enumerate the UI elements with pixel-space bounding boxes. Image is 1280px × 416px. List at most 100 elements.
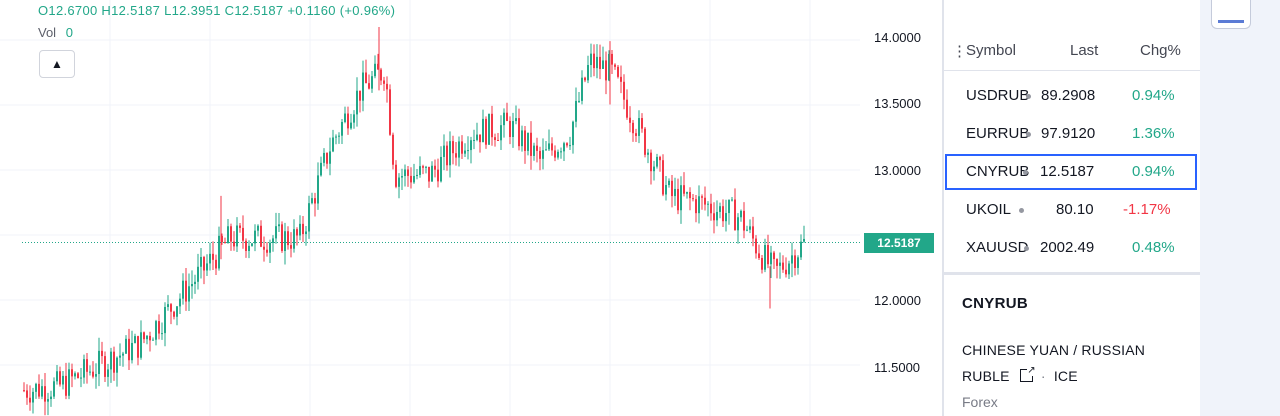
- candle-body: [152, 339, 154, 341]
- candle-body: [560, 151, 562, 153]
- candle-body: [734, 199, 736, 231]
- column-symbol[interactable]: Symbol: [966, 42, 1017, 59]
- current-price-tag: 12.5187: [864, 232, 934, 253]
- candle-body: [614, 64, 616, 67]
- ohlc-legend: O12.6700 H12.5187 L12.3951 C12.5187 +0.1…: [38, 3, 396, 18]
- candle-body: [80, 377, 82, 379]
- candle-body: [605, 60, 607, 81]
- candle-body: [29, 397, 31, 403]
- candle-body: [167, 304, 169, 307]
- candle-body: [221, 235, 223, 243]
- chevron-up-icon: ▲: [51, 57, 63, 71]
- candle-body: [194, 281, 196, 285]
- details-symbol: CNYRUB: [962, 295, 1028, 312]
- candle-body: [74, 373, 76, 377]
- candle-body: [392, 134, 394, 165]
- volume-legend: Vol 0: [38, 25, 73, 40]
- watchlist-panel: ⋮ Symbol Last Chg% USDRUB 89.2908 0.94% …: [944, 10, 1200, 275]
- watchlist-row-ukoil[interactable]: UKOIL 80.10 -1.17%: [944, 192, 1198, 228]
- candle-body: [407, 169, 409, 176]
- candle-body: [71, 369, 73, 377]
- candle-body: [800, 241, 802, 258]
- candle-body: [410, 175, 412, 183]
- candle-body: [26, 390, 28, 398]
- collapse-legend-button[interactable]: ▲: [39, 50, 75, 78]
- chart-pane[interactable]: O12.6700 H12.5187 L12.3951 C12.5187 +0.1…: [0, 0, 942, 416]
- candle-body: [380, 69, 382, 81]
- candle-body: [314, 198, 316, 204]
- watchlist-toggle-button[interactable]: [1211, 0, 1251, 29]
- candle-body: [368, 83, 370, 89]
- candle-body: [716, 211, 718, 221]
- watchlist-row-eurrub[interactable]: EURRUB 97.9120 1.36%: [944, 116, 1198, 152]
- candle-body: [116, 357, 118, 373]
- candle-body: [347, 113, 349, 129]
- candle-body: [134, 336, 136, 343]
- column-last[interactable]: Last: [1070, 42, 1099, 59]
- candle-body: [728, 199, 730, 214]
- status-dot-icon: [1024, 246, 1029, 251]
- candle-body: [332, 137, 334, 152]
- candle-body: [164, 306, 166, 334]
- external-link-icon[interactable]: ↗: [1019, 366, 1036, 382]
- candle-body: [377, 63, 379, 70]
- watchlist-row-cnyrub[interactable]: CNYRUB 12.5187 0.94%: [945, 154, 1197, 190]
- candle-body: [101, 350, 103, 357]
- candle-body: [125, 338, 127, 354]
- candle-body: [65, 375, 67, 396]
- candle-body: [644, 128, 646, 155]
- candle-body: [260, 225, 262, 247]
- candlestick-chart[interactable]: [0, 0, 942, 416]
- row-chg: 0.48%: [1132, 239, 1175, 256]
- row-symbol: UKOIL: [966, 201, 1012, 218]
- watchlist-row-xauusd[interactable]: XAUUSD 2002.49 0.48%: [944, 230, 1198, 266]
- candle-body: [632, 122, 634, 134]
- candle-body: [554, 150, 556, 158]
- drag-handle-icon[interactable]: ⋮: [952, 43, 967, 60]
- candle-body: [98, 350, 100, 375]
- candle-body: [224, 242, 226, 244]
- candle-body: [419, 166, 421, 175]
- candle-body: [242, 227, 244, 241]
- candle-body: [161, 333, 163, 335]
- candle-body: [758, 253, 760, 258]
- column-chg[interactable]: Chg%: [1140, 42, 1181, 59]
- pane-divider[interactable]: [942, 0, 944, 416]
- candle-body: [248, 245, 250, 251]
- candle-body: [59, 371, 61, 385]
- candle-body: [83, 359, 85, 378]
- candle-body: [269, 242, 271, 253]
- watchlist-header: ⋮ Symbol Last Chg%: [944, 42, 1200, 72]
- candle-body: [86, 359, 88, 372]
- candle-body: [599, 56, 601, 69]
- row-last: 80.10: [1056, 201, 1094, 218]
- candle-body: [533, 145, 535, 156]
- candle-body: [494, 137, 496, 140]
- candle-body: [272, 238, 274, 243]
- candle-body: [428, 166, 430, 182]
- candle-body: [371, 76, 373, 89]
- candle-body: [296, 229, 298, 236]
- candle-body: [305, 231, 307, 235]
- watchlist-row-usdrub[interactable]: USDRUB 89.2908 0.94%: [944, 78, 1198, 114]
- candle-body: [536, 145, 538, 151]
- candle-body: [545, 149, 547, 151]
- candle-body: [107, 369, 109, 377]
- candle-body: [179, 298, 181, 307]
- candle-body: [755, 238, 757, 254]
- candle-body: [491, 113, 493, 138]
- candle-body: [791, 255, 793, 264]
- details-exchange[interactable]: ICE: [1053, 368, 1078, 384]
- candle-body: [515, 118, 517, 122]
- candle-body: [398, 177, 400, 187]
- candle-body: [62, 375, 64, 385]
- candle-body: [695, 199, 697, 214]
- candle-body: [683, 185, 685, 194]
- candle-body: [434, 165, 436, 170]
- candle-body: [524, 130, 526, 151]
- candle-body: [548, 143, 550, 150]
- candle-body: [596, 56, 598, 69]
- candle-body: [551, 143, 553, 151]
- candle-body: [638, 118, 640, 136]
- candle-body: [365, 72, 367, 84]
